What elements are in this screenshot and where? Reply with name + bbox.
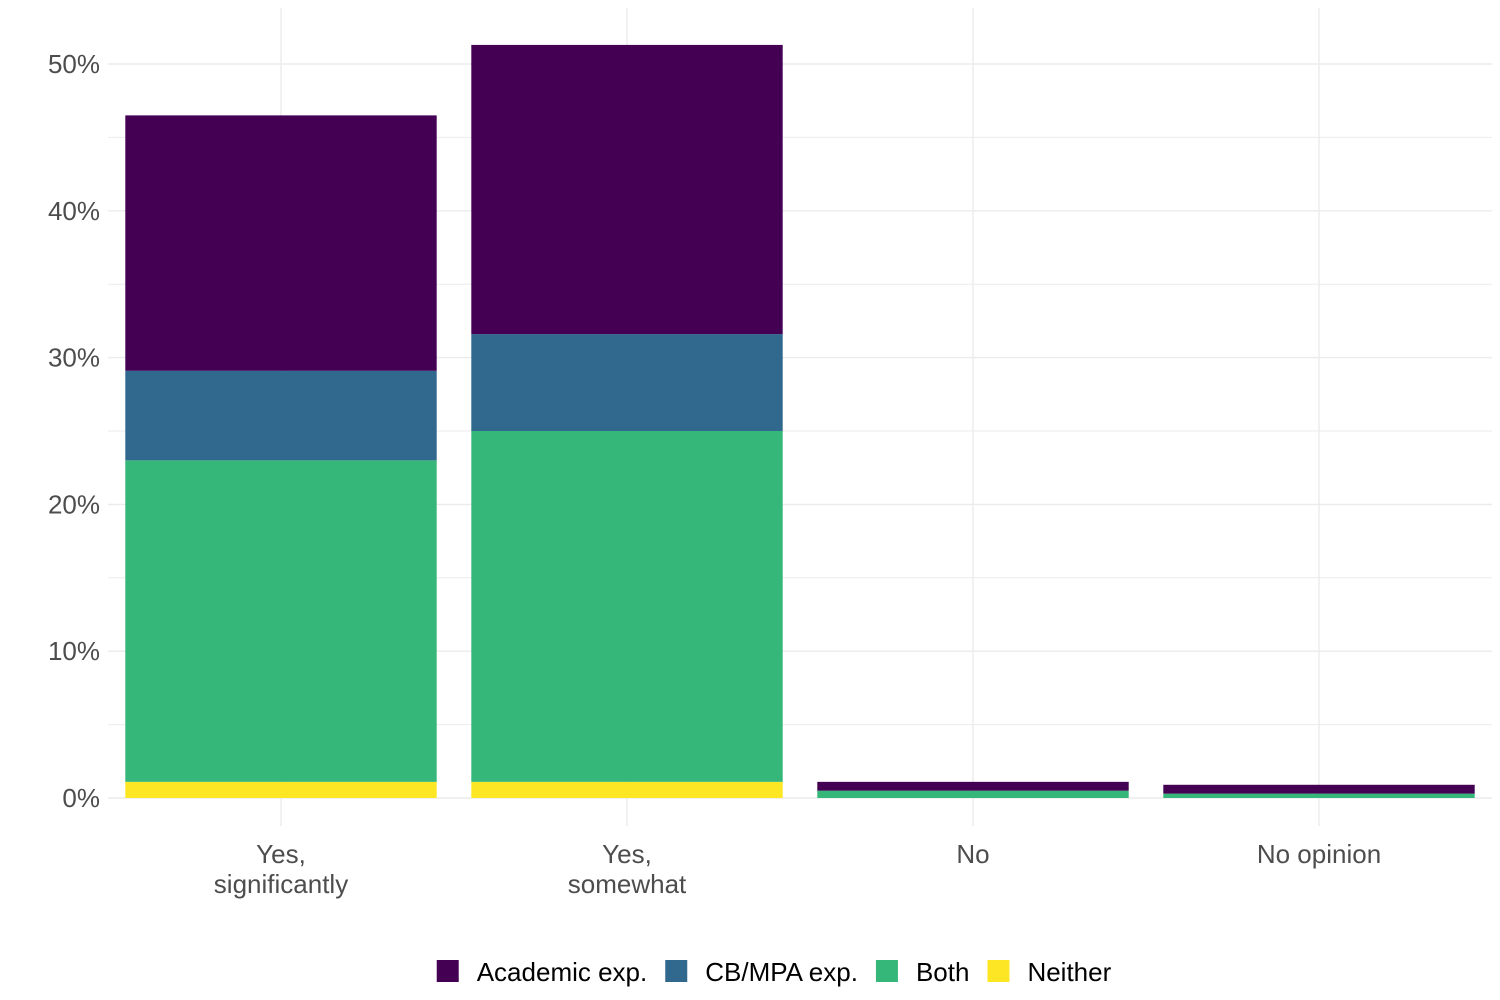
bar-academic-exp--3	[1163, 784, 1475, 794]
legend-key-both	[875, 960, 898, 982]
x-tick-label: Yes, significantly	[214, 839, 348, 899]
bar-academic-exp--0	[125, 115, 437, 371]
y-tick-label: 20%	[48, 489, 100, 519]
legend-label: Both	[916, 957, 970, 987]
x-tick-label: No opinion	[1257, 839, 1381, 869]
y-tick-label: 40%	[48, 196, 100, 226]
y-tick-label: 10%	[48, 636, 100, 666]
legend-label: CB/MPA exp.	[705, 957, 858, 987]
bar-both-1	[471, 431, 783, 782]
bar-cb-mpa-exp--0	[125, 370, 437, 461]
bar-academic-exp--2	[817, 781, 1129, 791]
y-axis-tick-labels: 0% 10% 20% 30% 40% 50%	[48, 49, 100, 813]
legend-key-neither	[987, 960, 1010, 982]
bar-cb-mpa-exp--1	[471, 334, 783, 431]
bar-neither-0	[125, 781, 437, 798]
y-tick-label: 30%	[48, 343, 100, 373]
bar-both-3	[1163, 793, 1475, 798]
y-tick-label: 0%	[62, 783, 100, 813]
legend-label: Neither	[1027, 957, 1111, 987]
x-tick-label: Yes, somewhat	[568, 839, 687, 899]
bar-neither-1	[471, 781, 783, 798]
x-tick-label: No	[956, 839, 989, 869]
legend-key-academic-exp-	[436, 960, 459, 982]
bar-both-0	[125, 460, 437, 782]
legend: Academic exp. CB/MPA exp. Both Neither	[436, 957, 1112, 987]
x-axis-tick-labels: Yes, significantly Yes, somewhat No No opinio…	[214, 839, 1381, 899]
bar-both-2	[817, 790, 1129, 798]
bars	[125, 44, 1475, 798]
bar-academic-exp--1	[471, 44, 783, 335]
legend-label: Academic exp.	[477, 957, 648, 987]
y-tick-label: 50%	[48, 49, 100, 79]
legend-key-cb-mpa-exp-	[665, 960, 688, 982]
